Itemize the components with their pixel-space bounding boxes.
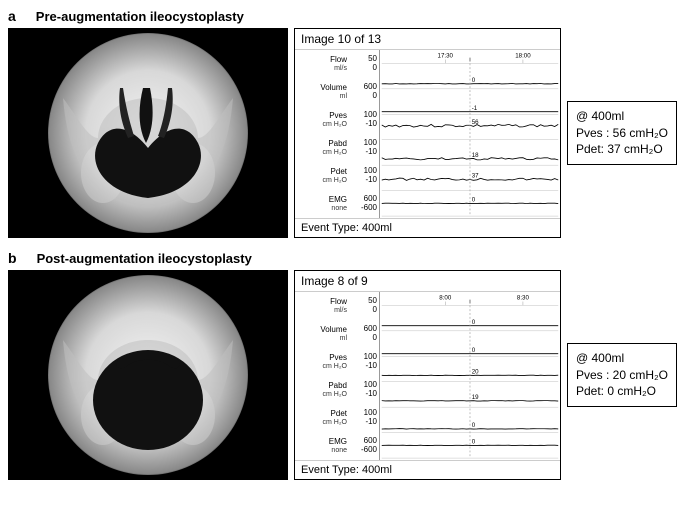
urodynamic-chart: Image 8 of 9 Flow ml/s Volume ml Pves cm… [294,270,561,480]
svg-text:8:00: 8:00 [439,294,451,301]
panel-header: a Pre-augmentation ileocystoplasty [8,8,677,24]
svg-text:56: 56 [472,119,479,126]
channel-label: Pabd cm H₂O [297,382,347,398]
summary-at: @ 400ml [576,108,668,125]
summary-pdet: Pdet: 0 cmH₂O [576,383,668,400]
svg-text:0: 0 [472,422,476,429]
channel-ticks: 600 0 [351,325,377,343]
channel-label: EMG none [297,438,347,454]
summary-pves: Pves : 20 cmH₂O [576,367,668,384]
summary-pves: Pves : 56 cmH₂O [576,125,668,142]
channel-ticks: 100 -10 [351,139,377,157]
svg-text:37: 37 [472,172,479,179]
channel-ticks: 600 0 [351,83,377,101]
svg-text:19: 19 [472,394,479,401]
channel-ticks: 100 -10 [351,409,377,427]
svg-text:8:30: 8:30 [517,294,529,301]
chart-trace-area: 8:00 8:30 0 0 20 [379,292,560,460]
channel-label: Flow ml/s [297,56,347,72]
summary-box: @ 400ml Pves : 56 cmH₂O Pdet: 37 cmH₂O [567,101,677,165]
chart-image-caption: Image 10 of 13 [295,29,560,50]
svg-text:0: 0 [472,438,476,445]
channel-label: Pdet cm H₂O [297,410,347,426]
panel-title: Pre-augmentation ileocystoplasty [36,9,244,24]
channel-label: EMG none [297,196,347,212]
channel-ticks: 100 -10 [351,111,377,129]
summary-at: @ 400ml [576,350,668,367]
channel-label: Volume ml [297,84,347,100]
channel-ticks: 100 -10 [351,381,377,399]
channel-ticks: 600 -600 [351,195,377,213]
xray-image [8,28,288,238]
svg-text:20: 20 [472,368,479,375]
panel-header: b Post-augmentation ileocystoplasty [8,250,677,266]
channel-ticks: 100 -10 [351,353,377,371]
chart-trace-area: 17:30 18:00 0 -1 56 [379,50,560,218]
svg-text:17:30: 17:30 [438,52,454,59]
channel-ticks: 50 0 [351,55,377,73]
summary-pdet: Pdet: 37 cmH₂O [576,141,668,158]
chart-channel-ticks: 50 0 600 0 100 -10 100 -10 100 -10 600 -… [349,50,379,218]
panel-letter: a [8,8,16,24]
chart-channel-labels: Flow ml/s Volume ml Pves cm H₂O Pabd cm … [295,50,349,218]
channel-label: Pabd cm H₂O [297,140,347,156]
svg-text:-1: -1 [472,105,478,112]
panel-title: Post-augmentation ileocystoplasty [37,251,252,266]
svg-text:0: 0 [472,319,476,326]
channel-label: Flow ml/s [297,298,347,314]
svg-text:0: 0 [472,196,476,203]
svg-text:18:00: 18:00 [515,52,531,59]
panel-letter: b [8,250,17,266]
figure-panel: a Pre-augmentation ileocystoplasty Image… [8,8,677,238]
svg-text:18: 18 [472,152,479,159]
channel-label: Pdet cm H₂O [297,168,347,184]
figure-panel: b Post-augmentation ileocystoplasty Imag… [8,250,677,480]
channel-ticks: 100 -10 [351,167,377,185]
chart-image-caption: Image 8 of 9 [295,271,560,292]
chart-event-type: Event Type: 400ml [295,460,560,479]
chart-channel-labels: Flow ml/s Volume ml Pves cm H₂O Pabd cm … [295,292,349,460]
chart-channel-ticks: 50 0 600 0 100 -10 100 -10 100 -10 600 -… [349,292,379,460]
xray-image [8,270,288,480]
channel-ticks: 50 0 [351,297,377,315]
channel-label: Volume ml [297,326,347,342]
urodynamic-chart: Image 10 of 13 Flow ml/s Volume ml Pves … [294,28,561,238]
channel-label: Pves cm H₂O [297,354,347,370]
svg-text:0: 0 [472,347,476,354]
channel-ticks: 600 -600 [351,437,377,455]
svg-text:0: 0 [472,77,476,84]
channel-label: Pves cm H₂O [297,112,347,128]
summary-box: @ 400ml Pves : 20 cmH₂O Pdet: 0 cmH₂O [567,343,677,407]
chart-event-type: Event Type: 400ml [295,218,560,237]
